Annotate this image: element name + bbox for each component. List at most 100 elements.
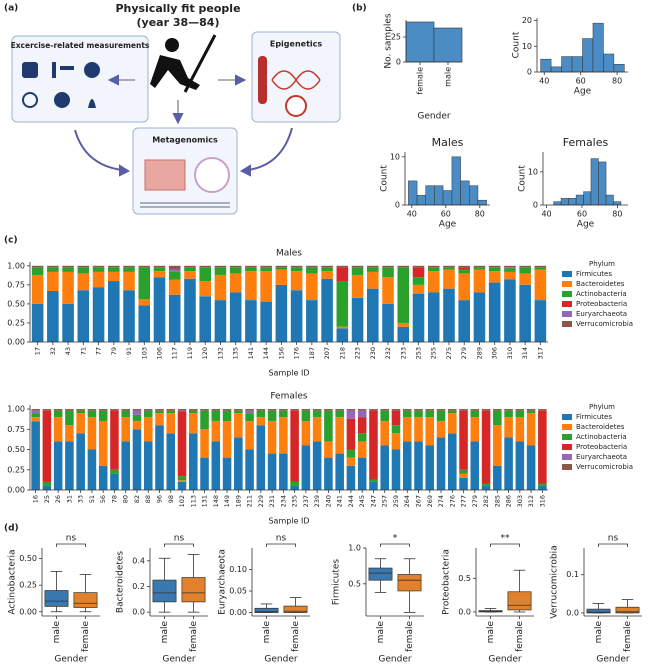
stack-segment (473, 267, 486, 270)
stack-segment (459, 477, 468, 490)
stack-segment (488, 282, 501, 342)
hist-bar (553, 201, 562, 206)
bar (405, 21, 435, 63)
legend-label: Euryarchaeota (576, 310, 627, 318)
stack-segment (214, 274, 227, 301)
x-tick-label: 117 (171, 347, 179, 359)
x-tick-label: 31 (65, 495, 73, 503)
stack-segment (200, 410, 209, 430)
stack-segment (92, 267, 105, 272)
stack-segment (290, 410, 299, 482)
stack-segment (65, 425, 74, 442)
stack-segment (369, 410, 378, 480)
stack-segment (443, 288, 455, 342)
legend-label: Verrucomicrobia (576, 463, 633, 471)
y-tick-label: 10 (528, 167, 538, 176)
x-tick-label: 79 (110, 347, 118, 355)
stack-segment (92, 287, 105, 342)
x-tick-label: 303 (516, 495, 524, 507)
stack-segment (335, 409, 344, 411)
stack-segment (189, 413, 198, 434)
stack-segment (335, 410, 344, 418)
stack-segment (62, 265, 74, 268)
hist-bar (568, 198, 577, 206)
stack-segment (199, 265, 211, 268)
stack-segment (42, 481, 52, 486)
x-tick-label: 316 (538, 495, 546, 507)
x-tick-label: 276 (448, 495, 456, 507)
significance-label: ns (276, 534, 287, 544)
stack-segment (256, 425, 266, 490)
x-tick-label: 275 (445, 347, 453, 359)
significance-label: ** (501, 534, 511, 544)
legend-swatch (562, 271, 572, 277)
stack-segment (301, 410, 311, 422)
stack-segment (214, 300, 227, 342)
x-tick-label: 274 (437, 495, 445, 507)
stack-segment (53, 409, 63, 411)
stack-segment (98, 465, 108, 490)
stack-segment (369, 409, 378, 411)
stack-segment (267, 410, 277, 422)
stack-segment (168, 294, 181, 342)
stack-segment (534, 265, 547, 268)
x-tick-label: 51 (88, 495, 96, 503)
x-axis-label: Gender (54, 655, 87, 665)
stack-segment (132, 421, 142, 430)
hist-bar (442, 190, 453, 206)
x-tick-label: 269 (426, 495, 434, 507)
stack-segment (76, 410, 85, 414)
y-axis-label: Count (380, 165, 390, 192)
y-tick-label: 0.5 (348, 579, 361, 588)
y-tick-label: 25 (391, 33, 401, 42)
x-axis-label: Gender (162, 655, 195, 665)
stack-segment (321, 278, 333, 342)
stack-segment (436, 421, 446, 438)
stack-segment (31, 410, 40, 414)
stack-segment (211, 409, 221, 411)
stack-segment (391, 409, 401, 411)
stack-segment (189, 409, 198, 411)
stack-segment (275, 284, 288, 342)
stack-segment (143, 410, 153, 418)
stack-segment (324, 410, 333, 442)
stack-segment (229, 265, 242, 268)
stack-segment (65, 409, 74, 411)
hist-bar (583, 191, 592, 206)
stack-segment (290, 271, 303, 291)
stack-segment (199, 267, 211, 282)
stack-segment (47, 265, 59, 268)
x-tick-label: 264 (403, 495, 411, 507)
x-tick-label: 102 (178, 495, 186, 507)
arrows (74, 74, 293, 177)
stack-segment (132, 410, 142, 415)
legend-swatch (562, 281, 572, 287)
x-tick-label: 241 (336, 495, 344, 507)
legend-label: Actinobacteria (576, 290, 627, 298)
x-axis-label: Gender (417, 112, 450, 122)
x-tick-label: 229 (257, 495, 265, 507)
stack-segment (177, 411, 187, 477)
stack-segment (534, 267, 547, 270)
x-axis-label: Sample ID (268, 369, 309, 378)
x-tick-label: 233 (399, 347, 407, 359)
stack-segment (397, 265, 410, 268)
stack-segment (87, 417, 97, 450)
stack-segment (108, 271, 120, 282)
x-tick-label: male (594, 621, 604, 644)
y-tick-label: 0.00 (7, 338, 25, 347)
x-tick-label: 239 (313, 495, 321, 507)
stack-segment (31, 265, 44, 268)
x-tick-label: female (515, 621, 525, 652)
stack-segment (504, 271, 516, 280)
stack-segment (504, 417, 513, 438)
stack-segment (357, 417, 367, 434)
stack-segment (275, 265, 288, 268)
x-axis-label: Gender (596, 655, 629, 665)
stack-segment (367, 265, 379, 268)
stack-segment (211, 441, 221, 490)
stack-segment (301, 421, 311, 446)
stack-segment (132, 414, 142, 422)
stack-segment (382, 303, 394, 342)
x-tick-label: 77 (95, 347, 103, 355)
